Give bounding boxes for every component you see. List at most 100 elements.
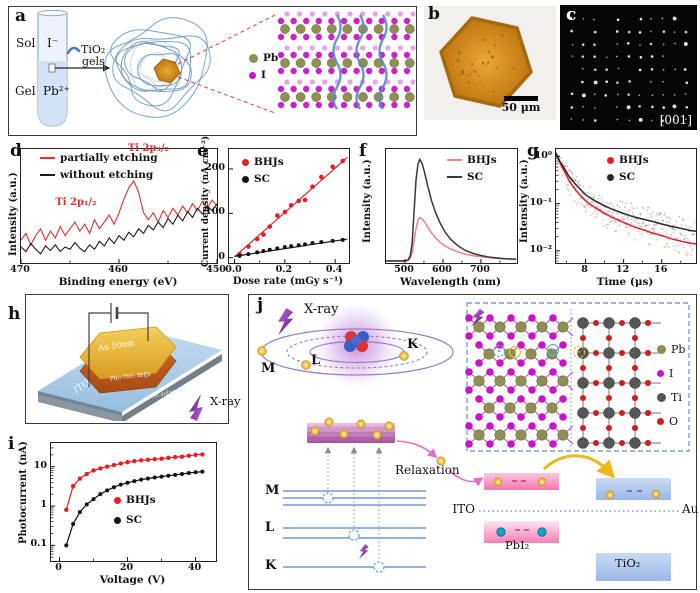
x-tick-label: 700 bbox=[470, 264, 490, 275]
relaxation-label: Relaxation bbox=[395, 463, 460, 477]
legend-item: BHJs bbox=[114, 494, 156, 506]
plot-legend: BHJs SC bbox=[242, 156, 284, 185]
legend-label: O bbox=[669, 415, 679, 428]
i-atom-swatch bbox=[657, 370, 664, 377]
legend-label: Ti bbox=[671, 391, 682, 404]
pbi2-label: PbI₂ bbox=[505, 538, 530, 552]
panel-letter-i: i bbox=[8, 434, 15, 454]
series-label: SC bbox=[619, 171, 635, 183]
y-tick-label: 1 bbox=[40, 499, 47, 510]
structure-legend: Pb I bbox=[249, 52, 278, 81]
plot-legend: BHJs SC bbox=[607, 154, 649, 183]
series-swatch bbox=[114, 516, 121, 524]
gels-label: gels bbox=[82, 55, 105, 68]
sol-label: Sol bbox=[16, 36, 36, 50]
legend-label: I bbox=[669, 367, 674, 380]
ti-atom-swatch bbox=[657, 393, 666, 402]
y-tick-label: 10⁻² bbox=[529, 243, 552, 255]
ito-contact-label: ITO bbox=[452, 502, 475, 516]
iodide-label: I⁻ bbox=[47, 36, 59, 50]
series-label: BHJs bbox=[619, 154, 649, 166]
series-swatch bbox=[40, 156, 55, 160]
legend-item-o: O bbox=[657, 415, 685, 428]
legend-item: BHJs bbox=[447, 154, 497, 166]
y-tick-label: 0.1 bbox=[30, 538, 47, 550]
o-atom-swatch bbox=[657, 418, 664, 425]
legend-item: BHJs bbox=[607, 154, 649, 166]
y-axis-label: Intensity (a.u.) bbox=[8, 172, 19, 256]
xray-label: X-ray bbox=[304, 302, 339, 317]
device-illustration bbox=[38, 303, 222, 421]
y-tick-label: 200 bbox=[205, 161, 225, 173]
panel-diffraction-pattern: c [001] bbox=[560, 5, 697, 130]
series-label: BHJs bbox=[126, 494, 156, 506]
lattice-legend: Pb I Ti O bbox=[657, 343, 685, 428]
panel-letter-a: a bbox=[15, 6, 27, 26]
legend-item: SC bbox=[114, 514, 156, 526]
series-swatch bbox=[114, 496, 121, 504]
tio2-gels-label: TiO₂ bbox=[81, 43, 106, 56]
series-label: SC bbox=[254, 173, 270, 185]
series-label: without etching bbox=[60, 169, 154, 181]
x-tick-label: 600 bbox=[432, 264, 452, 275]
zone-axis-label: [001] bbox=[659, 113, 692, 127]
x-axis-label: Wavelength (nm) bbox=[400, 276, 501, 288]
x-axis-label: Dose rate (mGy s⁻¹) bbox=[232, 276, 344, 287]
gel-label: Gel bbox=[15, 84, 36, 98]
series-label: SC bbox=[467, 171, 483, 183]
dose-rate-plot bbox=[228, 148, 350, 264]
x-tick-label: 20 bbox=[119, 562, 134, 573]
pb-atom-swatch bbox=[249, 53, 258, 63]
x-tick-label: 460 bbox=[108, 264, 128, 275]
y-axis-label: Photocurrent (nA) bbox=[18, 441, 29, 544]
level-l-label: L bbox=[265, 520, 275, 535]
legend-item-i: I bbox=[249, 69, 278, 81]
shell-m-label: M bbox=[261, 361, 276, 376]
panel-letter-g: g bbox=[527, 141, 539, 161]
lead-label: Pb²⁺ bbox=[43, 84, 70, 98]
plot-legend: partially etching without etching bbox=[40, 152, 158, 181]
peak-annotation: Ti 2p₁/₂ bbox=[55, 197, 97, 209]
x-tick-label: 12 bbox=[615, 264, 630, 275]
legend-label: I bbox=[261, 69, 266, 81]
series-swatch bbox=[40, 173, 55, 177]
series-swatch bbox=[607, 173, 614, 181]
x-tick-label: 470 bbox=[10, 264, 30, 275]
shell-l-label: L bbox=[311, 353, 321, 368]
panel-letter-j: j bbox=[257, 295, 264, 315]
panel-letter-b: b bbox=[428, 4, 440, 24]
legend-item: SC bbox=[242, 173, 284, 185]
panel-letter-e: e bbox=[197, 141, 208, 161]
x-tick-label: 0 bbox=[55, 562, 62, 573]
panel-dose-response: e Current density (nA cm⁻²) Dose rate (m… bbox=[190, 136, 356, 292]
legend-item: without etching bbox=[40, 169, 158, 181]
legend-item: SC bbox=[607, 171, 649, 183]
scale-bar bbox=[504, 96, 538, 101]
level-m-label: M bbox=[265, 483, 280, 498]
x-tick-label: 0.2 bbox=[275, 264, 293, 275]
decay-plot bbox=[555, 148, 697, 264]
x-tick-label: 40 bbox=[187, 562, 202, 573]
panel-pl-spectrum: f Intensity (a.u.) Wavelength (nm) BHJs … bbox=[352, 140, 522, 292]
plot-legend: BHJs SC bbox=[114, 494, 156, 526]
series-swatch bbox=[607, 156, 614, 164]
x-axis-label: Time (μs) bbox=[596, 276, 654, 288]
panel-synthesis-scheme: a Sol I⁻ TiO₂ gels Gel Pb²⁺ Pb bbox=[8, 6, 417, 136]
series-label: partially etching bbox=[60, 152, 158, 164]
panel-letter-c: c bbox=[566, 5, 577, 25]
legend-label: Pb bbox=[263, 52, 279, 64]
y-tick-label: 10⁻¹ bbox=[529, 196, 552, 208]
x-axis-label: Binding energy (eV) bbox=[58, 276, 178, 288]
series-label: BHJs bbox=[467, 154, 497, 166]
panel-crystal-micrograph: b 50 μm bbox=[424, 6, 556, 120]
diffraction-spots bbox=[569, 16, 689, 123]
panel-letter-d: d bbox=[10, 141, 22, 161]
y-tick-label: 10⁰ bbox=[534, 149, 552, 161]
plot-legend: BHJs SC bbox=[447, 154, 497, 183]
series-swatch bbox=[242, 175, 249, 183]
legend-item-pb: Pb bbox=[657, 343, 685, 356]
pb-atom-swatch bbox=[657, 345, 666, 354]
i-atom-swatch bbox=[249, 71, 256, 79]
series-label: SC bbox=[126, 514, 142, 526]
